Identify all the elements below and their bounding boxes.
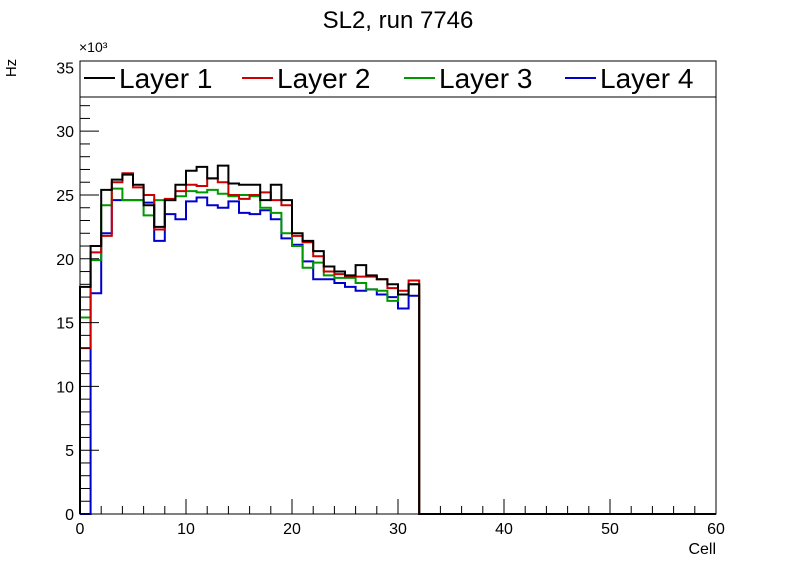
x-tick-label: 50: [601, 521, 619, 538]
chart-title: SL2, run 7746: [323, 7, 474, 34]
y-tick-label: 20: [56, 252, 74, 269]
y-tick-label: 30: [56, 124, 74, 141]
x-tick-label: 10: [177, 521, 195, 538]
y-axis-label: Hz: [3, 59, 20, 77]
x-axis-label: Cell: [688, 541, 716, 558]
legend-label-1: Layer 1: [119, 63, 212, 94]
y-tick-label: 35: [56, 60, 74, 77]
y-tick-label: 25: [56, 188, 74, 205]
y-tick-label: 5: [65, 443, 74, 460]
y-tick-label: 15: [56, 316, 74, 333]
legend-label-4: Layer 4: [600, 63, 693, 94]
x-tick-label: 30: [389, 521, 407, 538]
legend-box: [79, 60, 717, 98]
legend-label-3: Layer 3: [439, 63, 532, 94]
x-tick-label: 20: [283, 521, 301, 538]
legend-label-2: Layer 2: [277, 63, 370, 94]
x-tick-label: 0: [76, 521, 85, 538]
x-tick-label: 40: [495, 521, 513, 538]
y-tick-label: 0: [65, 507, 74, 524]
x-tick-label: 60: [707, 521, 725, 538]
y-axis-multiplier: ×10³: [79, 39, 108, 55]
y-tick-label: 10: [56, 379, 74, 396]
